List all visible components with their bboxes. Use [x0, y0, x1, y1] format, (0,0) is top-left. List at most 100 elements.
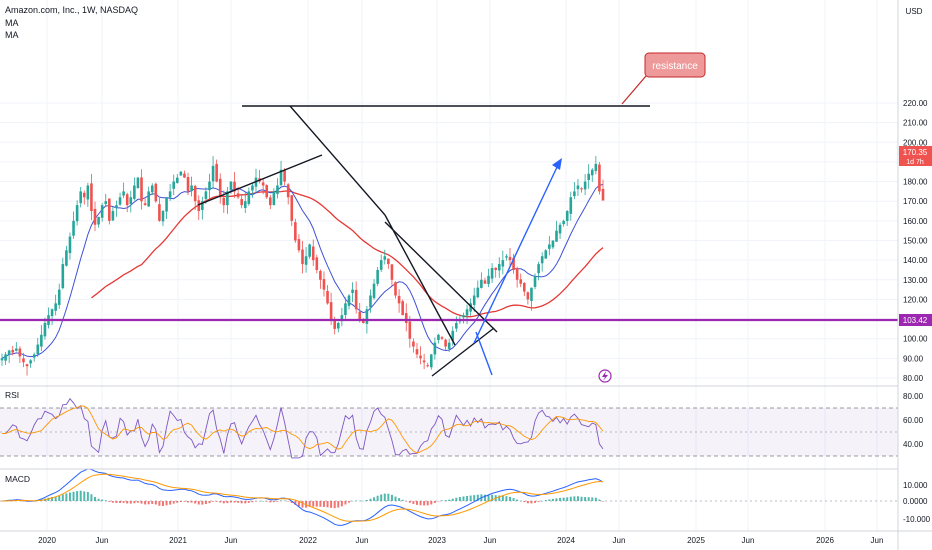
candle	[340, 307, 344, 327]
time-tick: Jun	[225, 536, 238, 545]
rsi-pane[interactable]: RSI	[0, 390, 898, 459]
candle	[590, 168, 594, 182]
price-tick: 180.00	[903, 178, 928, 187]
macd-tick: 10.000	[903, 481, 928, 490]
candle	[136, 176, 140, 189]
macd-tick: 0.0000	[903, 497, 928, 506]
candle	[526, 291, 530, 305]
price-axis[interactable]: 220.00210.00200.00190.00180.00170.00160.…	[903, 99, 928, 383]
candle	[304, 246, 308, 273]
drawing-tools[interactable]: resistance	[0, 52, 898, 377]
candle	[576, 178, 580, 197]
candle	[322, 271, 326, 297]
price-tick: 100.00	[903, 335, 928, 344]
macd-pane[interactable]: MACD	[0, 468, 898, 526]
time-tick: 2022	[299, 536, 317, 545]
candle	[601, 179, 605, 201]
candle	[372, 279, 376, 300]
candle	[462, 312, 465, 324]
ma-indicator-label-2[interactable]: MA	[5, 30, 19, 40]
rsi-tick: 40.00	[903, 440, 924, 449]
candle	[25, 363, 29, 376]
candlestick-series[interactable]	[0, 156, 605, 376]
callout-pointer	[621, 75, 647, 105]
currency-label[interactable]: USD	[906, 7, 923, 16]
candle	[61, 257, 65, 290]
candle	[476, 280, 480, 299]
candle	[233, 172, 236, 198]
trendline-4[interactable]	[384, 221, 498, 333]
candle	[100, 203, 104, 222]
candle	[508, 247, 512, 267]
trendline-5[interactable]	[431, 327, 495, 377]
candle	[336, 321, 340, 333]
candle	[4, 352, 7, 365]
candle	[283, 168, 286, 186]
candle	[437, 333, 440, 344]
candle	[147, 186, 150, 208]
candle	[587, 164, 590, 189]
time-tick: Jun	[356, 536, 369, 545]
candle	[140, 169, 143, 210]
candle	[240, 193, 243, 209]
macd-axis: 10.000 0.0000 -10.000	[903, 481, 931, 524]
candle	[7, 349, 11, 364]
candle	[297, 234, 301, 253]
trendline-2[interactable]	[289, 105, 386, 216]
candle	[54, 294, 57, 316]
candle	[22, 352, 25, 368]
candle	[175, 174, 179, 184]
candle	[483, 277, 487, 284]
time-tick: 2026	[816, 536, 834, 545]
arrow-line-down[interactable]	[475, 331, 493, 376]
candle	[530, 287, 533, 311]
symbol-title[interactable]: Amazon.com, Inc., 1W, NASDAQ	[5, 5, 139, 15]
rsi-title: RSI	[5, 390, 19, 400]
trendline-3[interactable]	[384, 214, 456, 346]
trendline-1[interactable]	[197, 154, 323, 206]
lightning-icon[interactable]	[598, 369, 612, 383]
price-tick: 80.00	[903, 374, 924, 383]
candle	[269, 194, 272, 210]
candle	[79, 186, 83, 208]
candle	[276, 178, 279, 199]
time-axis[interactable]: 2020 Jun 2021 Jun 2022 Jun 2023 Jun 2024 Jun 2025 J…	[38, 536, 883, 545]
candle	[451, 326, 455, 346]
candle	[544, 249, 548, 259]
candle	[429, 353, 433, 370]
candle	[408, 315, 412, 348]
candle	[172, 174, 176, 196]
candle	[193, 184, 197, 211]
candle	[0, 353, 4, 366]
price-tick: 220.00	[903, 99, 928, 108]
candle	[308, 243, 311, 259]
candle	[201, 196, 204, 220]
rsi-tick: 60.00	[903, 416, 924, 425]
candle	[447, 338, 451, 352]
time-tick: Jun	[96, 536, 109, 545]
candle	[351, 282, 354, 303]
arrow-line-up[interactable]	[473, 164, 559, 344]
resistance-callout[interactable]	[644, 52, 706, 78]
candle	[565, 210, 569, 226]
candle	[251, 183, 254, 198]
candle	[419, 346, 422, 365]
candle	[558, 222, 562, 240]
candle	[65, 245, 68, 267]
time-tick: Jun	[871, 536, 884, 545]
ma-indicator-label-1[interactable]: MA	[5, 18, 19, 28]
candle	[390, 264, 394, 286]
time-tick: 2025	[687, 536, 705, 545]
candle	[36, 338, 40, 357]
candle	[150, 183, 154, 196]
candle	[111, 206, 115, 222]
price-tick: 150.00	[903, 237, 928, 246]
resistance-callout-text: resistance	[652, 61, 698, 72]
price-tick: 200.00	[903, 138, 928, 147]
candle	[108, 198, 111, 225]
time-tick: 2024	[557, 536, 575, 545]
candle	[179, 170, 183, 177]
arrow-head-icon	[552, 158, 562, 170]
candle	[43, 317, 47, 340]
